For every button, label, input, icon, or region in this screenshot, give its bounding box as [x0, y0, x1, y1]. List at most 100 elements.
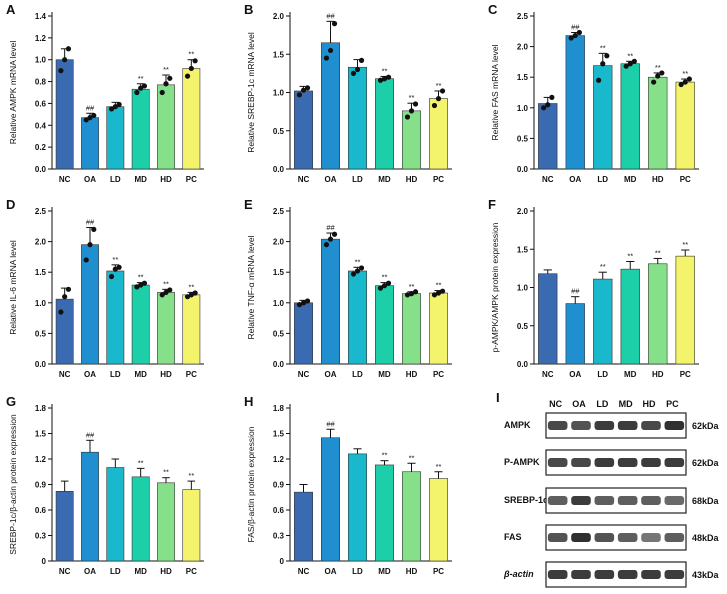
- y-tick-label: 1.8: [35, 404, 47, 413]
- bar-hd: [402, 471, 421, 562]
- y-tick-label: 2.5: [273, 207, 285, 216]
- bar-ld: [106, 270, 125, 365]
- data-point: [678, 81, 684, 88]
- lane-label-hd: HD: [643, 399, 656, 409]
- protein-band: [617, 570, 638, 579]
- x-tick-label: HD: [160, 175, 172, 184]
- significance-marker: **: [600, 262, 606, 271]
- panel-label-c: C: [488, 2, 498, 17]
- protein-band: [547, 570, 568, 579]
- data-point: [141, 280, 148, 286]
- data-point: [83, 117, 89, 123]
- y-tick-label: 0.0: [273, 360, 285, 369]
- data-point: [323, 55, 330, 61]
- y-tick-label: 0.6: [35, 99, 47, 108]
- y-tick-label: 1.5: [273, 430, 285, 439]
- y-tick-label: 0.5: [517, 134, 529, 143]
- bar-ld: [593, 278, 613, 365]
- y-tick-label: 0.0: [273, 165, 285, 174]
- data-point: [87, 242, 93, 248]
- data-point: [549, 94, 555, 100]
- data-point: [659, 70, 665, 76]
- protein-band: [641, 570, 661, 579]
- y-tick-label: 1.5: [273, 268, 285, 277]
- bar-ld: [348, 270, 367, 365]
- data-point: [439, 88, 446, 94]
- y-tick-label: 1.5: [35, 430, 47, 439]
- x-tick-label: LD: [110, 370, 121, 379]
- bar-chart-panels: A Relative AMPK mRNA level 0.0 0.2 0.4 0.6 0.8…: [6, 2, 699, 576]
- data-point: [91, 226, 97, 232]
- data-point: [623, 63, 629, 69]
- significance-marker: **: [138, 273, 144, 282]
- blot-rows: AMPK 62kDa P-AMPK 62kDa SREBP-1c 68kDa FAS 48kD…: [503, 412, 720, 588]
- x-tick-label: OA: [84, 175, 96, 184]
- data-point: [163, 81, 169, 87]
- x-tick-label: LD: [352, 370, 363, 379]
- data-point: [408, 291, 415, 297]
- y-tick-label: 0.3: [35, 532, 47, 541]
- data-point: [439, 288, 446, 294]
- bar-oa: [81, 244, 99, 365]
- significance-marker: **: [163, 468, 169, 477]
- data-point: [408, 108, 415, 114]
- y-tick-label: 1.4: [35, 12, 47, 21]
- bar-nc: [538, 273, 558, 365]
- panel-label-e: E: [244, 197, 253, 212]
- bar-ld: [106, 467, 125, 562]
- bar-pc: [182, 294, 201, 365]
- y-axis-label: Relative AMPK mRNA level: [8, 41, 18, 145]
- x-tick-label: NC: [59, 370, 71, 379]
- y-tick-label: 1.0: [273, 299, 285, 308]
- x-tick-label: NC: [542, 175, 554, 184]
- data-point: [385, 280, 392, 286]
- data-point: [377, 77, 384, 83]
- data-point: [192, 58, 198, 64]
- x-tick-label: LD: [352, 567, 363, 576]
- chart-panel-d: D Relative IL-6 mRNA level 0.0 0.5 1.0 1.5 2.0…: [6, 197, 204, 379]
- bar-md: [375, 78, 394, 170]
- data-point: [159, 89, 165, 96]
- y-tick-label: 0.9: [273, 481, 285, 490]
- y-tick-label: 0.0: [35, 165, 47, 174]
- data-point: [651, 79, 657, 85]
- y-tick-label: 1.0: [273, 89, 285, 98]
- y-tick-label: 0.5: [35, 329, 47, 338]
- protein-band: [547, 533, 568, 542]
- protein-band: [664, 533, 685, 542]
- y-tick-label: 1.5: [35, 268, 47, 277]
- bar-pc: [675, 255, 695, 365]
- protein-band: [617, 458, 638, 467]
- y-tick-label: 0.3: [273, 532, 285, 541]
- blot-strip: [545, 449, 687, 476]
- data-point: [300, 300, 307, 306]
- data-point: [435, 96, 442, 102]
- y-tick-label: 0.5: [273, 127, 285, 136]
- y-axis-label: p-AMPK/AMPK protein expression: [490, 222, 500, 352]
- x-tick-label: HD: [652, 370, 664, 379]
- bar-md: [620, 268, 640, 365]
- western-blot-panel: I NC OA LD MD HD PC AMPK 62kDa P-AMPK 62kDa SREBP…: [496, 390, 720, 588]
- data-point: [138, 85, 144, 91]
- data-point: [431, 102, 438, 109]
- data-point: [141, 83, 148, 89]
- data-point: [134, 89, 140, 96]
- protein-label: P-AMPK: [504, 457, 540, 467]
- bar-hd: [648, 76, 668, 170]
- x-tick-label: OA: [325, 175, 337, 184]
- protein-band: [571, 570, 591, 579]
- y-tick-label: 1.0: [35, 56, 47, 65]
- significance-marker: **: [409, 453, 415, 462]
- protein-band: [547, 421, 568, 430]
- bar-pc: [182, 68, 201, 170]
- data-point: [572, 32, 578, 39]
- data-point: [331, 231, 338, 237]
- data-point: [381, 76, 388, 82]
- data-point: [655, 73, 661, 79]
- significance-marker: **: [655, 63, 661, 72]
- y-tick-label: 0.2: [35, 143, 47, 152]
- lane-label-pc: PC: [666, 399, 679, 409]
- y-tick-label: 2.5: [35, 207, 47, 216]
- y-tick-label: 1.2: [35, 455, 47, 464]
- bar-pc: [429, 292, 448, 365]
